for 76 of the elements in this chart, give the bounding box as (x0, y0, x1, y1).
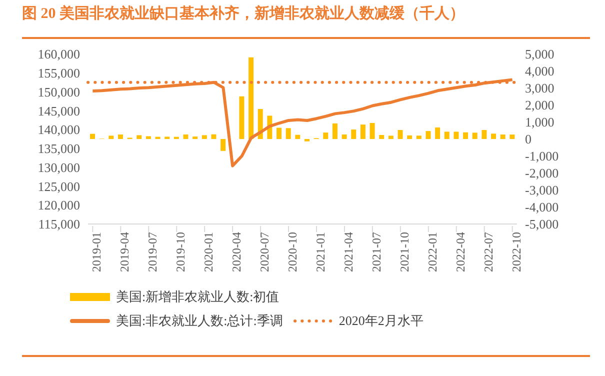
y-tick-label: 145,000 (38, 103, 80, 118)
bar (118, 134, 123, 139)
bar (183, 134, 188, 139)
bar (510, 134, 515, 139)
y-tick-label: 150,000 (38, 84, 80, 100)
bar (472, 132, 478, 139)
bar (248, 57, 254, 139)
y2-tick-label: 5,000 (525, 46, 554, 62)
x-tick-label: 2020-04 (230, 232, 244, 272)
bar (136, 135, 142, 139)
y2-tick-label: -3,000 (525, 182, 559, 198)
x-tick-label: 2022-04 (453, 232, 468, 272)
bar (454, 132, 459, 139)
y-tick-label: 140,000 (38, 122, 80, 138)
bar (360, 124, 366, 139)
bar (146, 136, 151, 139)
y-tick-label: 120,000 (38, 198, 80, 213)
y2-tick-label: 3,000 (525, 80, 554, 96)
bar (295, 134, 300, 139)
legend-label: 美国:非农就业人数:总计:季调 (116, 312, 283, 330)
x-tick-label: 2021-01 (313, 232, 328, 272)
bar (426, 131, 431, 139)
y-tick-label: 130,000 (38, 160, 80, 175)
x-tick-label: 2021-04 (341, 232, 356, 272)
bar (407, 135, 412, 139)
y2-tick-label: -2,000 (525, 166, 559, 181)
x-tick-label: 2020-01 (202, 232, 216, 272)
y2-tick-label: -1,000 (525, 148, 559, 164)
x-tick-label: 2022-07 (481, 232, 496, 272)
y2-tick-label: 1,000 (525, 114, 554, 130)
bar (342, 134, 347, 139)
y2-tick-label: 4,000 (525, 64, 554, 79)
y2-tick-label: -4,000 (525, 200, 559, 215)
y-tick-label: 155,000 (38, 66, 80, 81)
bar (276, 128, 282, 139)
x-tick-label: 2019-04 (118, 232, 132, 272)
bar (332, 123, 338, 139)
legend-label: 美国:新增非农就业人数:初值 (116, 288, 280, 306)
y-tick-label: 115,000 (38, 216, 80, 232)
bar (239, 96, 244, 139)
bar (388, 136, 394, 139)
bar (491, 134, 496, 139)
bar (90, 134, 95, 139)
y2-tick-label: 2,000 (525, 98, 554, 113)
y-tick-label: 135,000 (38, 141, 80, 156)
x-tick-label: 2021-07 (369, 232, 384, 272)
bar (370, 122, 375, 139)
x-tick-label: 2022-10 (509, 232, 524, 272)
bar (416, 136, 422, 139)
bar (323, 132, 328, 139)
bar (351, 129, 356, 139)
bar (202, 135, 207, 139)
bar (500, 134, 506, 139)
x-tick-label: 2021-10 (397, 232, 412, 272)
y2-tick-label: 0 (525, 132, 532, 147)
bar (220, 139, 226, 151)
bar (482, 130, 487, 139)
chart-title: 图 20 美国非农就业缺口基本补齐，新增非农就业人数减缓（千人） (22, 4, 464, 23)
bar (379, 135, 384, 139)
y-tick-label: 160,000 (38, 46, 80, 62)
bar (108, 136, 114, 139)
bar (444, 132, 450, 139)
bar (286, 128, 291, 139)
x-tick-label: 2019-10 (174, 232, 188, 272)
bar (398, 130, 403, 139)
x-tick-label: 2019-01 (90, 232, 104, 272)
x-tick-label: 2022-01 (425, 232, 440, 272)
legend-label: 2020年2月水平 (338, 312, 424, 330)
x-tick-label: 2019-07 (146, 232, 160, 272)
x-tick-label: 2020-10 (286, 232, 300, 272)
bar (463, 132, 468, 139)
bar (435, 127, 440, 139)
x-tick-label: 2020-07 (258, 232, 272, 272)
y2-tick-label: -5,000 (525, 216, 559, 232)
y-tick-label: 125,000 (38, 178, 80, 194)
bar (211, 134, 216, 139)
